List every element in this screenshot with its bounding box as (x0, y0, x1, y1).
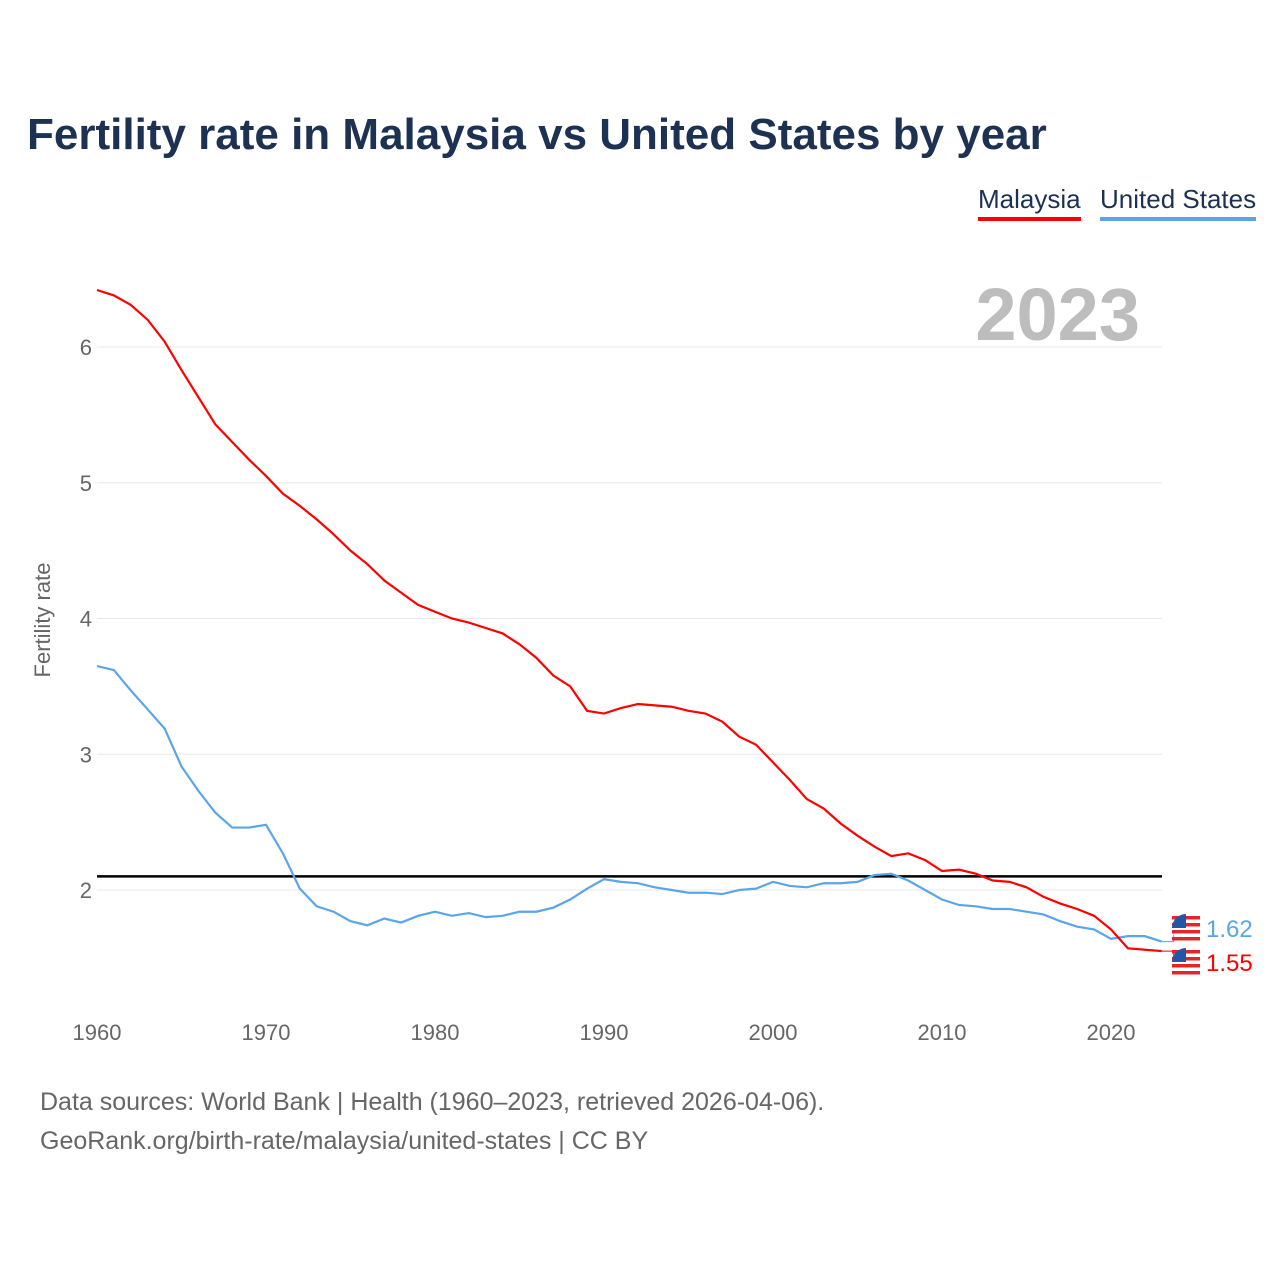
end-value-label: 1.62 (1206, 916, 1253, 943)
legend-malaysia[interactable]: Malaysia (978, 184, 1081, 221)
flag-icon (1172, 948, 1200, 976)
x-tick-label: 2010 (918, 1020, 967, 1045)
y-axis-label: Fertility rate (30, 563, 55, 678)
series-line-malaysia[interactable] (96, 288, 1162, 953)
flag-icon (1172, 914, 1200, 942)
y-tick-label: 2 (80, 878, 92, 903)
y-tick-label: 6 (80, 335, 92, 360)
end-value-label: 1.55 (1206, 950, 1253, 977)
footer-link[interactable]: GeoRank.org/birth-rate/malaysia/united-s… (40, 1127, 649, 1155)
x-tick-label: 2020 (1087, 1020, 1136, 1045)
x-tick-label: 1980 (411, 1020, 460, 1045)
x-tick-label: 1970 (242, 1020, 291, 1045)
y-tick-label: 3 (80, 742, 92, 767)
footer-sources: Data sources: World Bank | Health (1960–… (40, 1088, 825, 1116)
x-tick-label: 2000 (749, 1020, 798, 1045)
year-watermark: 2023 (975, 273, 1140, 356)
x-tick-label: 1990 (580, 1020, 629, 1045)
legend-united-states[interactable]: United States (1100, 184, 1257, 221)
series-line-united-states[interactable] (96, 664, 1163, 943)
y-tick-label: 5 (80, 471, 92, 496)
chart-title: Fertility rate in Malaysia vs United Sta… (27, 110, 1047, 159)
x-tick-label: 1960 (73, 1020, 122, 1045)
y-tick-label: 4 (80, 607, 92, 632)
